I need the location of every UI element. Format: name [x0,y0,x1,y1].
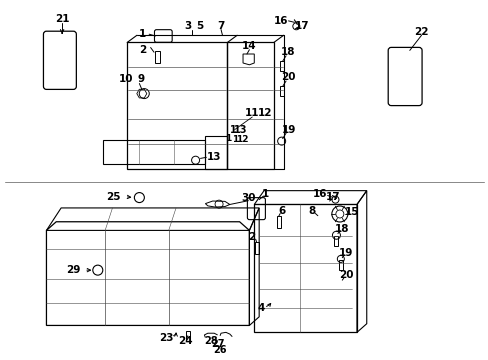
Text: 27: 27 [210,339,224,350]
Text: 26: 26 [213,345,226,355]
Text: 17: 17 [325,192,340,202]
Text: 2: 2 [139,45,146,55]
Text: 1: 1 [230,125,237,135]
Bar [338,260,342,270]
Text: 9: 9 [137,74,144,84]
Text: 17: 17 [294,21,309,31]
Text: 2: 2 [248,232,255,242]
Bar [279,61,283,71]
Bar [254,243,258,255]
Bar [276,216,280,228]
Text: 13: 13 [234,125,247,135]
Text: 4: 4 [257,303,265,313]
Text: 15: 15 [344,207,359,217]
Bar [154,51,159,63]
Text: 28: 28 [204,336,218,346]
Text: 10: 10 [119,74,133,84]
Text: 20: 20 [281,72,295,82]
Text: 23: 23 [159,333,173,342]
Text: 29: 29 [66,265,81,275]
Text: 13: 13 [206,152,221,162]
Bar [280,86,284,96]
Text: 18: 18 [281,47,295,57]
Text: 6: 6 [278,206,285,216]
Text: 24: 24 [178,336,193,346]
Text: 12: 12 [257,108,272,118]
Text: 30: 30 [241,193,255,203]
Text: 16: 16 [273,16,288,26]
Text: 16: 16 [312,189,327,199]
Text: 14: 14 [242,41,256,51]
Text: 19: 19 [338,248,353,258]
Text: 1: 1 [231,135,237,144]
Text: 1: 1 [139,29,146,39]
Text: 25: 25 [106,192,121,202]
Text: 11: 11 [244,108,259,118]
Bar [185,332,189,342]
Bar [334,237,338,247]
Text: 22: 22 [413,27,428,37]
Text: 19: 19 [281,125,295,135]
Text: 8: 8 [308,206,315,216]
Text: 20: 20 [338,270,353,280]
Text: 1: 1 [225,134,231,143]
Text: 18: 18 [334,224,349,234]
Text: 3: 3 [184,21,191,31]
Text: 12: 12 [235,135,248,144]
Text: 5: 5 [196,21,203,31]
Text: 7: 7 [217,21,224,31]
Text: 21: 21 [55,14,69,24]
Text: 1: 1 [262,189,268,199]
